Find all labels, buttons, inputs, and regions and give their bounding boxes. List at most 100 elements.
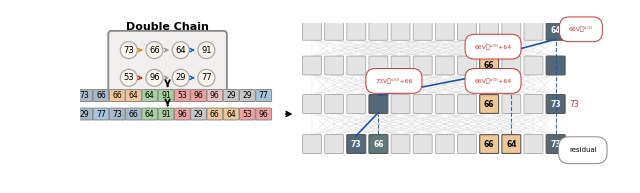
Text: 77: 77: [96, 109, 106, 119]
FancyBboxPatch shape: [413, 135, 432, 153]
FancyBboxPatch shape: [524, 56, 543, 75]
FancyBboxPatch shape: [458, 95, 476, 113]
Text: residual: residual: [569, 147, 596, 153]
Text: 96: 96: [177, 109, 187, 119]
FancyBboxPatch shape: [546, 56, 565, 75]
Text: 66: 66: [210, 109, 220, 119]
FancyBboxPatch shape: [391, 56, 410, 75]
FancyBboxPatch shape: [480, 21, 499, 40]
FancyBboxPatch shape: [369, 56, 388, 75]
FancyBboxPatch shape: [502, 21, 521, 40]
FancyBboxPatch shape: [108, 31, 227, 97]
FancyBboxPatch shape: [369, 135, 388, 153]
Text: 66: 66: [484, 140, 495, 149]
FancyBboxPatch shape: [158, 108, 174, 120]
Text: 64: 64: [550, 26, 561, 35]
FancyBboxPatch shape: [191, 90, 207, 102]
FancyBboxPatch shape: [391, 135, 410, 153]
FancyBboxPatch shape: [303, 56, 321, 75]
Text: 29: 29: [227, 91, 236, 100]
FancyBboxPatch shape: [369, 21, 388, 40]
Circle shape: [198, 42, 215, 59]
FancyBboxPatch shape: [480, 95, 499, 113]
Text: 96: 96: [259, 109, 269, 119]
Text: 91: 91: [201, 46, 212, 55]
FancyBboxPatch shape: [223, 90, 239, 102]
FancyBboxPatch shape: [546, 21, 565, 40]
FancyBboxPatch shape: [125, 90, 141, 102]
Text: 96: 96: [149, 73, 160, 82]
Text: 73Vᵜᵒ⁽⁰⁾+66: 73Vᵜᵒ⁽⁰⁾+66: [375, 78, 413, 84]
FancyBboxPatch shape: [546, 95, 565, 113]
FancyBboxPatch shape: [324, 56, 344, 75]
FancyBboxPatch shape: [142, 90, 157, 102]
Text: 53: 53: [124, 73, 134, 82]
FancyBboxPatch shape: [413, 21, 432, 40]
FancyBboxPatch shape: [207, 108, 223, 120]
Text: 73: 73: [550, 140, 561, 149]
FancyBboxPatch shape: [77, 90, 93, 102]
FancyBboxPatch shape: [502, 95, 521, 113]
Text: 66: 66: [113, 91, 122, 100]
FancyBboxPatch shape: [435, 56, 454, 75]
FancyBboxPatch shape: [93, 108, 109, 120]
FancyBboxPatch shape: [109, 108, 125, 120]
FancyBboxPatch shape: [191, 108, 207, 120]
FancyBboxPatch shape: [109, 90, 125, 102]
Text: 77: 77: [259, 91, 269, 100]
FancyBboxPatch shape: [347, 21, 365, 40]
FancyBboxPatch shape: [207, 90, 223, 102]
Text: 96: 96: [194, 91, 204, 100]
FancyBboxPatch shape: [524, 95, 543, 113]
Text: 66: 66: [96, 91, 106, 100]
Text: 64: 64: [175, 46, 186, 55]
FancyBboxPatch shape: [391, 95, 410, 113]
FancyBboxPatch shape: [524, 135, 543, 153]
Circle shape: [146, 42, 163, 59]
Text: 53: 53: [243, 109, 252, 119]
FancyBboxPatch shape: [174, 90, 190, 102]
FancyBboxPatch shape: [347, 135, 365, 153]
FancyBboxPatch shape: [369, 95, 388, 113]
Text: 73: 73: [569, 100, 579, 108]
FancyBboxPatch shape: [77, 108, 93, 120]
FancyBboxPatch shape: [93, 90, 109, 102]
Circle shape: [198, 69, 215, 86]
FancyBboxPatch shape: [303, 135, 321, 153]
Text: 29: 29: [175, 73, 186, 82]
Text: 66: 66: [484, 61, 495, 70]
FancyBboxPatch shape: [347, 56, 365, 75]
FancyBboxPatch shape: [413, 95, 432, 113]
Text: 66: 66: [373, 140, 383, 149]
FancyBboxPatch shape: [435, 21, 454, 40]
FancyBboxPatch shape: [256, 90, 271, 102]
Text: 73: 73: [80, 91, 90, 100]
FancyBboxPatch shape: [458, 135, 476, 153]
Text: 66: 66: [149, 46, 160, 55]
Text: 96: 96: [210, 91, 220, 100]
Text: 64: 64: [227, 109, 236, 119]
Text: 66: 66: [484, 100, 495, 108]
Text: 73: 73: [113, 109, 122, 119]
Circle shape: [120, 69, 138, 86]
Text: 64: 64: [506, 140, 516, 149]
Text: 29: 29: [243, 91, 252, 100]
Text: 66Vᵜᵒ⁽¹⁾: 66Vᵜᵒ⁽¹⁾: [569, 26, 593, 32]
Circle shape: [172, 69, 189, 86]
FancyBboxPatch shape: [324, 135, 344, 153]
FancyBboxPatch shape: [142, 108, 157, 120]
Text: 29: 29: [194, 109, 204, 119]
Circle shape: [146, 69, 163, 86]
Text: 91: 91: [161, 91, 171, 100]
FancyBboxPatch shape: [502, 135, 521, 153]
Text: 53: 53: [177, 91, 187, 100]
FancyBboxPatch shape: [303, 21, 321, 40]
Text: Double Chain: Double Chain: [126, 22, 209, 32]
FancyBboxPatch shape: [303, 95, 321, 113]
FancyBboxPatch shape: [502, 56, 521, 75]
Text: 77: 77: [201, 73, 212, 82]
FancyBboxPatch shape: [435, 95, 454, 113]
FancyBboxPatch shape: [174, 108, 190, 120]
Text: 29: 29: [80, 109, 90, 119]
Circle shape: [120, 42, 138, 59]
